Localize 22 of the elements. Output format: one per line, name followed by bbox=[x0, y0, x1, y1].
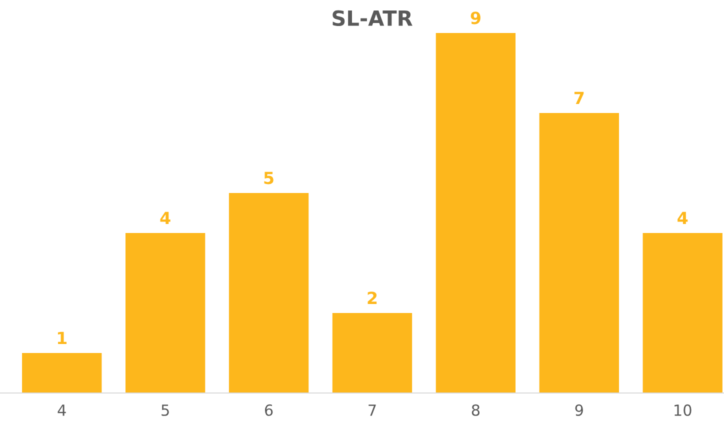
data-label: 4 bbox=[160, 212, 170, 224]
data-label: 9 bbox=[470, 12, 480, 24]
bar bbox=[539, 113, 619, 393]
x-tick-label: 4 bbox=[58, 404, 66, 416]
bar bbox=[22, 353, 102, 393]
data-label: 1 bbox=[58, 332, 67, 344]
data-label: 7 bbox=[574, 92, 584, 104]
x-tick-label: 6 bbox=[264, 404, 273, 416]
x-tick-label: 5 bbox=[162, 404, 169, 416]
x-tick-label: 7 bbox=[368, 404, 376, 416]
bar bbox=[436, 33, 516, 393]
data-label: 2 bbox=[368, 292, 377, 304]
bar bbox=[332, 313, 412, 393]
data-label: 5 bbox=[264, 172, 274, 184]
data-label: 4 bbox=[678, 212, 688, 224]
bar bbox=[642, 233, 722, 393]
bar bbox=[228, 193, 309, 393]
bar bbox=[125, 233, 206, 393]
x-tick-label: 9 bbox=[575, 404, 583, 416]
x-tick-label: 10 bbox=[674, 404, 692, 416]
x-tick-label: 8 bbox=[472, 404, 480, 416]
chart-title: SL-ATR bbox=[332, 10, 412, 26]
